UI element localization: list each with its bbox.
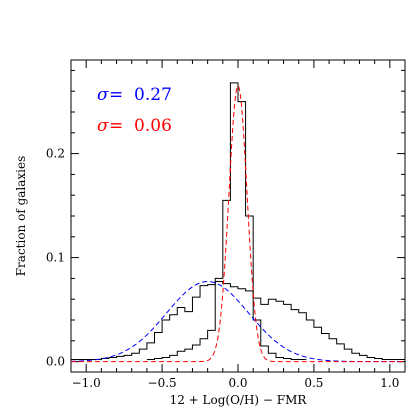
x-tick-label: 0.5 <box>304 376 323 390</box>
annotation-sigma-blue: σ = 0.27 <box>97 85 172 105</box>
x-tick-label: 0.0 <box>228 376 247 390</box>
y-tick-labels: 0.0 0.1 0.2 <box>46 147 65 369</box>
x-axis-title: 12 + Log(O/H) − FMR <box>170 393 308 407</box>
annotation-blue-symbol: σ <box>97 85 109 105</box>
histogram-broad <box>71 281 405 361</box>
x-tick-labels: −1.0 −0.5 0.0 0.5 1.0 <box>72 376 400 390</box>
histograms <box>71 82 405 361</box>
y-tick-label: 0.0 <box>46 355 65 369</box>
y-tick-label: 0.2 <box>46 147 65 161</box>
annotation-red-symbol: σ <box>97 116 109 136</box>
y-tick-label: 0.1 <box>46 251 65 265</box>
histogram-narrow <box>146 82 307 361</box>
gaussian-fit-0 <box>70 281 405 363</box>
x-tick-label: −1.0 <box>72 376 101 390</box>
gaussian-fits <box>70 85 405 363</box>
plot-frame <box>70 59 406 373</box>
x-tick-label: −0.5 <box>148 376 177 390</box>
annotation-sigma-red: σ = 0.06 <box>97 116 172 136</box>
x-tick-label: 1.0 <box>380 376 399 390</box>
axis-ticks <box>70 60 406 372</box>
y-axis-title: Fraction of galaxies <box>14 156 28 277</box>
annotation-blue-text: = 0.27 <box>109 85 172 105</box>
annotation-red-text: = 0.06 <box>109 116 172 136</box>
